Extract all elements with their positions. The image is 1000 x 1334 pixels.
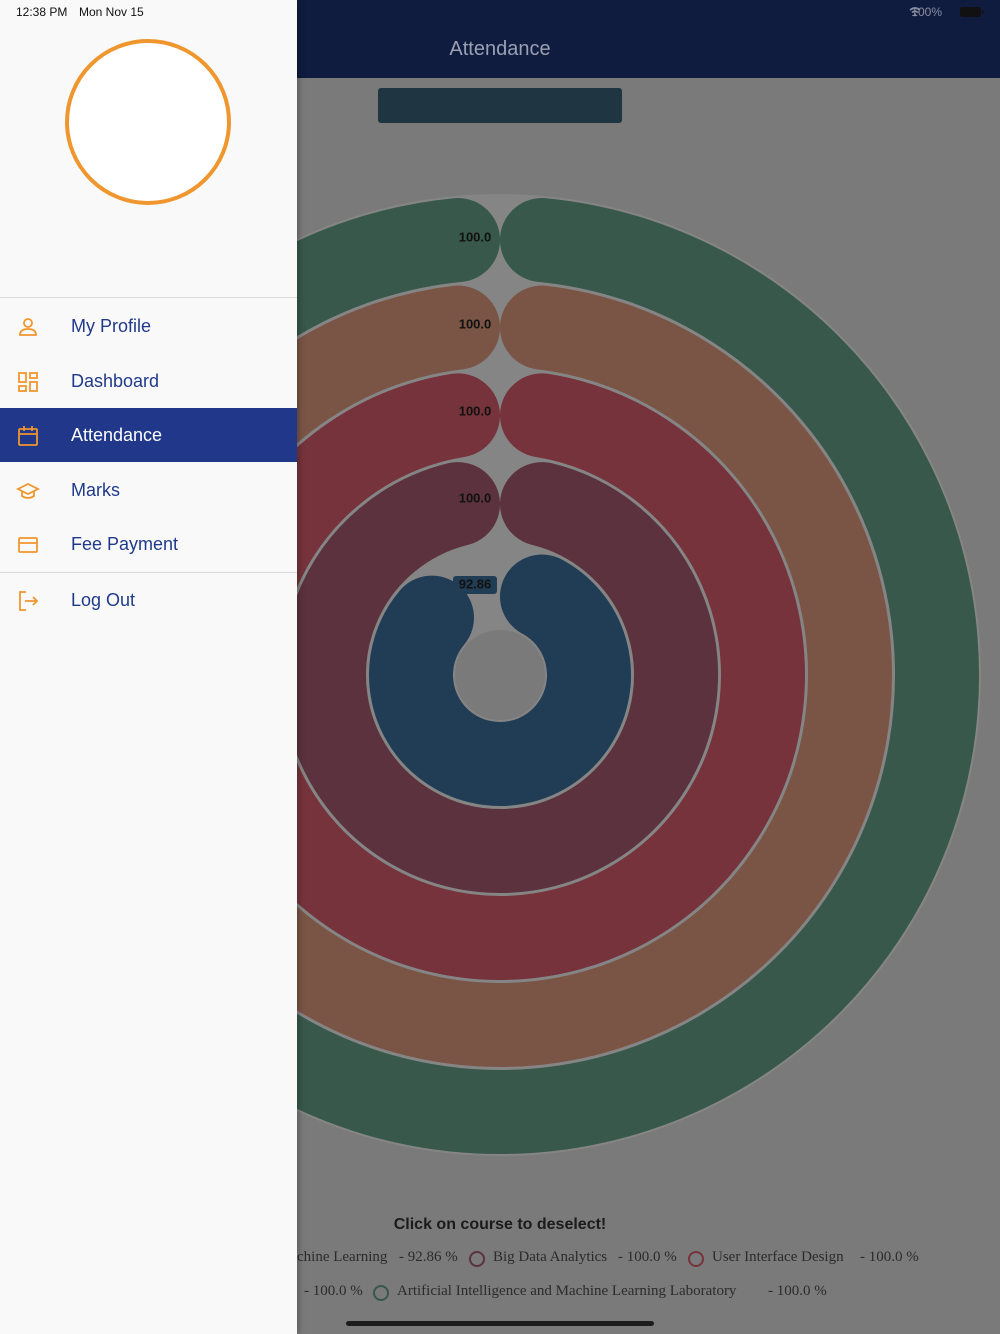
ring-label: 100.0 [459, 490, 492, 505]
legend-value: - 100.0 % [304, 1283, 363, 1299]
menu-item[interactable]: Fee Payment [0, 517, 297, 571]
menu-label: My Profile [71, 316, 152, 336]
status-date: Mon Nov 15 [79, 5, 144, 19]
menu-label: Attendance [71, 425, 163, 445]
ring-label: 100.0 [459, 229, 492, 244]
menu-label: Marks [71, 480, 120, 500]
hint-text: Click on course to deselect! [393, 1216, 607, 1233]
legend-name: User Interface Design [712, 1249, 844, 1265]
menu-label: Fee Payment [71, 534, 179, 554]
legend-value: - 92.86 % [399, 1249, 458, 1265]
status-time: 12:38 PM [16, 5, 68, 19]
ring-label: 92.86 [459, 576, 492, 591]
menu-item[interactable]: Log Out [0, 573, 297, 627]
home-indicator [346, 1321, 654, 1326]
menu-item[interactable]: My Profile [0, 299, 297, 353]
menu-label: Dashboard [71, 371, 160, 391]
status-icons [909, 7, 984, 17]
menu-item[interactable]: Marks [0, 463, 297, 517]
ring-label: 100.0 [459, 403, 492, 418]
label-bg [453, 576, 497, 594]
legend-value: - 100.0 % [618, 1249, 677, 1265]
separator [0, 297, 297, 298]
menu-item[interactable]: Dashboard [0, 354, 297, 408]
ring-label: 100.0 [459, 316, 492, 331]
legend-name: Artificial Intelligence and Machine Lear… [397, 1283, 737, 1299]
app-bar-title: Attendance [449, 38, 551, 60]
legend-marker [469, 1251, 485, 1267]
legend-name: chine Learning [297, 1249, 388, 1265]
ring-bar [369, 554, 631, 806]
legend-marker [373, 1285, 389, 1301]
ring-bar [282, 462, 718, 893]
menu-label: Log Out [71, 590, 136, 610]
legend-marker [688, 1251, 704, 1267]
action-button[interactable] [378, 88, 622, 123]
drawer: 12:38 PM Mon Nov 15 My Profile Dashboard… [0, 0, 297, 1334]
avatar[interactable] [62, 36, 234, 208]
legend-value: - 100.0 % [860, 1249, 919, 1265]
menu-item[interactable]: Attendance [0, 408, 297, 462]
legend-value: - 100.0 % [768, 1283, 827, 1299]
separator [0, 572, 297, 573]
legend-name: Big Data Analytics [493, 1249, 608, 1265]
